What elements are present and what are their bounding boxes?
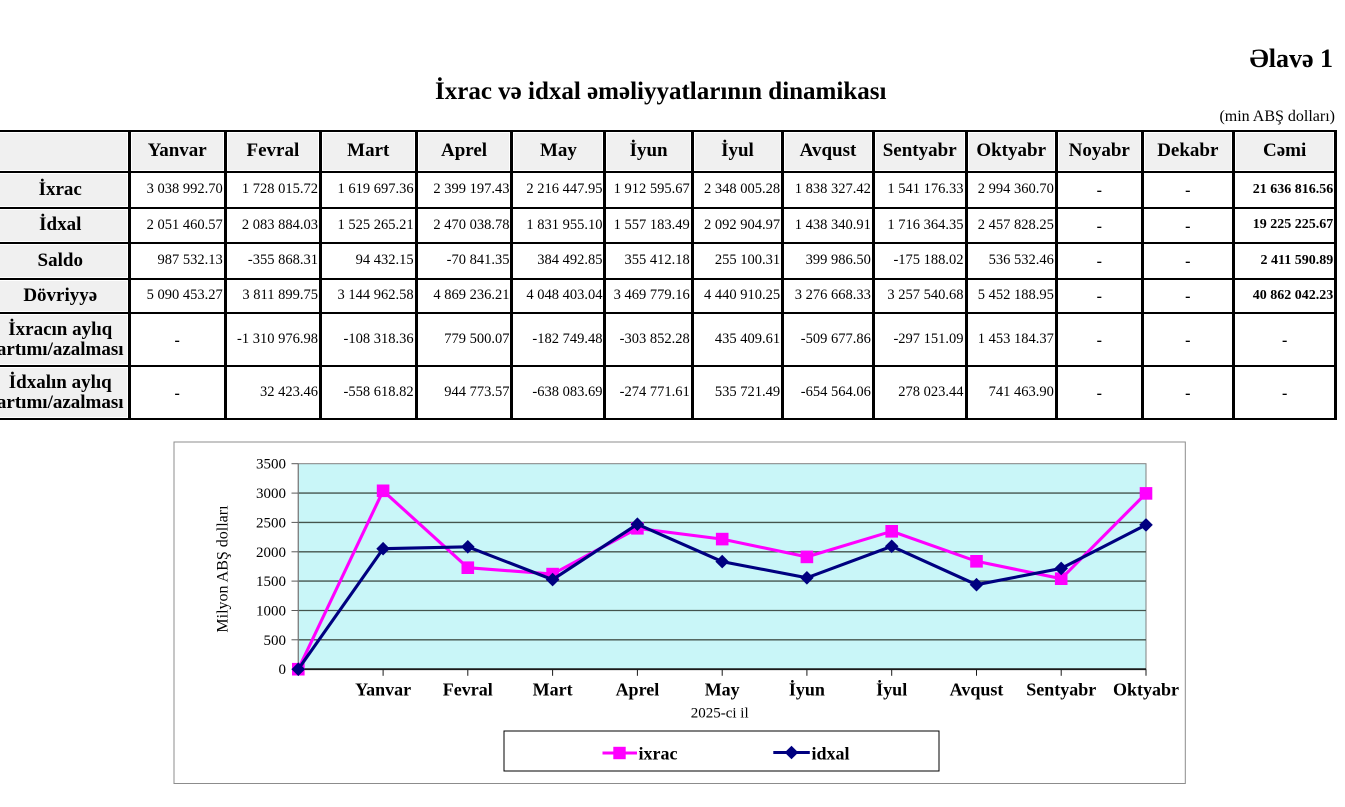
svg-text:İyun: İyun: [789, 680, 825, 700]
svg-text:İyul: İyul: [876, 680, 907, 700]
svg-text:Oktyabr: Oktyabr: [1113, 680, 1179, 700]
svg-text:May: May: [705, 680, 740, 700]
svg-text:idxal: idxal: [812, 743, 850, 763]
svg-text:Sentyabr: Sentyabr: [1026, 680, 1096, 700]
svg-text:500: 500: [264, 633, 287, 649]
svg-text:Aprel: Aprel: [616, 680, 660, 700]
svg-text:2025-ci il: 2025-ci il: [691, 706, 749, 722]
svg-text:Mart: Mart: [533, 680, 573, 700]
svg-text:1000: 1000: [256, 604, 286, 620]
svg-text:Fevral: Fevral: [443, 680, 493, 700]
svg-text:Milyon ABŞ dolları: Milyon ABŞ dolları: [215, 505, 232, 633]
svg-text:3500: 3500: [256, 457, 286, 473]
svg-text:2500: 2500: [256, 515, 286, 531]
svg-text:3000: 3000: [256, 486, 286, 502]
svg-text:0: 0: [279, 662, 287, 678]
svg-text:1500: 1500: [256, 574, 286, 590]
svg-text:2000: 2000: [256, 545, 286, 561]
svg-text:ixrac: ixrac: [639, 743, 678, 763]
svg-text:Yanvar: Yanvar: [355, 680, 411, 700]
svg-text:Avqust: Avqust: [950, 680, 1004, 700]
